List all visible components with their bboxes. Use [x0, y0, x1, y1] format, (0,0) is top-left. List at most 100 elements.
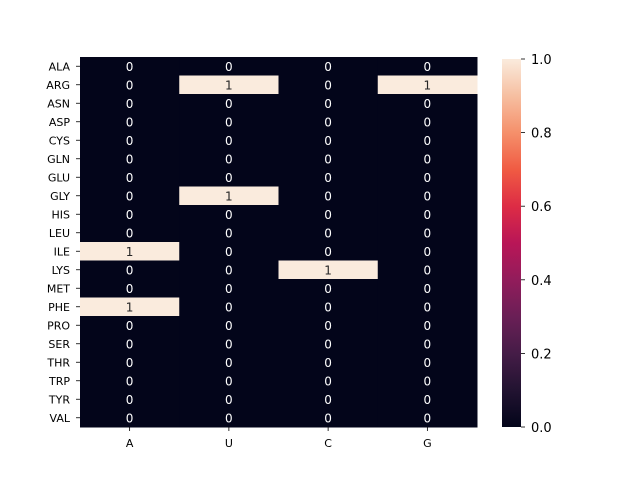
x-tick-label: A [126, 437, 134, 450]
y-tick-label: LEU [49, 227, 70, 240]
x-tick-label: C [324, 437, 332, 450]
cell-value-label: 1 [324, 263, 332, 277]
cell-value-label: 0 [324, 245, 332, 259]
cell-value-label: 0 [225, 337, 233, 351]
heatmap-cell-PHE-A [80, 297, 180, 317]
cell-value-label: 0 [225, 374, 233, 388]
cell-value-label: 0 [225, 245, 233, 259]
heatmap-cell-GLU-C [278, 168, 379, 187]
heatmap-cell-ARG-G [377, 75, 478, 95]
cell-value-label: 0 [126, 319, 134, 333]
heatmap-cell-LEU-U [179, 223, 279, 243]
cell-value-label: 0 [424, 60, 432, 74]
heatmap-cell-ARG-A [80, 75, 180, 95]
cell-value-label: 1 [126, 300, 134, 314]
heatmap-cell-PHE-C [278, 297, 379, 317]
y-tick-label: CYS [49, 134, 70, 147]
cell-value-label: 0 [225, 300, 233, 314]
heatmap-cell-HIS-U [179, 205, 279, 224]
heatmap-cell-LEU-A [80, 223, 180, 243]
heatmap-cell-MET-A [80, 279, 180, 298]
cell-value-label: 1 [225, 189, 233, 203]
cell-value-label: 0 [324, 208, 332, 222]
cell-value-label: 0 [324, 226, 332, 240]
heatmap-cell-VAL-G [377, 408, 478, 428]
cell-value-label: 0 [424, 393, 432, 407]
cell-value-label: 0 [126, 60, 134, 74]
cell-value-label: 0 [126, 189, 134, 203]
cell-value-label: 0 [225, 134, 233, 148]
cell-value-label: 1 [126, 245, 134, 259]
cell-value-label: 0 [225, 115, 233, 129]
cell-value-label: 0 [126, 208, 134, 222]
cell-value-label: 0 [126, 226, 134, 240]
cell-value-label: 0 [424, 319, 432, 333]
y-tick-label: THR [46, 356, 70, 369]
heatmap-cell-ASP-C [278, 112, 379, 132]
cell-value-label: 0 [225, 282, 233, 296]
cell-value-label: 0 [424, 226, 432, 240]
cell-value-label: 0 [225, 263, 233, 277]
heatmap-cell-HIS-G [377, 205, 478, 224]
y-tick-label: HIS [52, 208, 71, 221]
cell-value-label: 0 [424, 263, 432, 277]
heatmap-cell-THR-C [278, 353, 379, 372]
y-tick-label: GLY [50, 190, 70, 203]
cell-value-label: 0 [225, 226, 233, 240]
heatmap-cell-THR-U [179, 353, 279, 372]
heatmap-cell-ILE-A [80, 242, 180, 261]
heatmap-cell-PRO-C [278, 316, 379, 335]
heatmap-cell-GLY-U [179, 186, 279, 206]
heatmap-cell-ASP-G [377, 112, 478, 132]
heatmap-cell-CYS-A [80, 131, 180, 150]
heatmap-cell-TRP-U [179, 371, 279, 391]
heatmap-cell-PRO-U [179, 316, 279, 335]
cell-value-label: 0 [126, 152, 134, 166]
y-tick-label: PHE [48, 301, 70, 314]
cell-value-label: 1 [424, 78, 432, 92]
cell-value-label: 0 [324, 152, 332, 166]
heatmap-cell-CYS-U [179, 131, 279, 150]
cell-value-label: 0 [424, 245, 432, 259]
cell-value-label: 0 [225, 393, 233, 407]
cell-value-label: 0 [324, 337, 332, 351]
cell-value-label: 0 [324, 300, 332, 314]
heatmap-cells: 0 0 0 0 0 1 0 1 0 0 0 0 0 0 0 0 0 0 0 0 0 0 0 0 0 0 0 0 0 1 0 0 0 0 0 0 0 0 0 0… [80, 57, 478, 428]
heatmap-cell-LYS-G [377, 260, 478, 280]
heatmap-cell-THR-G [377, 353, 478, 372]
heatmap-cell-SER-A [80, 334, 180, 354]
cell-value-label: 1 [225, 78, 233, 92]
cell-value-label: 0 [126, 356, 134, 370]
cell-value-label: 0 [324, 393, 332, 407]
colorbar-ticks: 0.0 0.2 0.4 0.6 0.8 1.0 [521, 53, 552, 436]
heatmap-cell-TYR-G [377, 390, 478, 409]
cell-value-label: 0 [225, 208, 233, 222]
heatmap-cell-ALA-A [80, 57, 180, 76]
heatmap-cell-ASN-A [80, 94, 180, 113]
cell-value-label: 0 [424, 356, 432, 370]
cell-value-label: 0 [324, 60, 332, 74]
heatmap-cell-MET-U [179, 279, 279, 298]
heatmap-cell-MET-C [278, 279, 379, 298]
heatmap-cell-HIS-A [80, 205, 180, 224]
cell-value-label: 0 [324, 411, 332, 425]
heatmap-cell-ARG-U [179, 75, 279, 95]
heatmap-cell-TRP-G [377, 371, 478, 391]
y-tick-label: PRO [47, 319, 70, 332]
heatmap-cell-TRP-A [80, 371, 180, 391]
y-tick-label: ALA [49, 60, 71, 73]
cell-value-label: 0 [126, 97, 134, 111]
cell-value-label: 0 [324, 356, 332, 370]
heatmap-cell-GLY-G [377, 186, 478, 206]
heatmap-cell-LYS-C [278, 260, 379, 280]
y-tick-label: TYR [48, 393, 70, 406]
cell-value-label: 0 [126, 263, 134, 277]
heatmap-cell-SER-U [179, 334, 279, 354]
y-tick-label: VAL [50, 412, 71, 425]
colorbar-tick-label: 0.2 [531, 347, 552, 362]
heatmap-cell-ASN-C [278, 94, 379, 113]
x-tick-label: G [423, 437, 432, 450]
cell-value-label: 0 [225, 152, 233, 166]
cell-value-label: 0 [324, 134, 332, 148]
cell-value-label: 0 [126, 411, 134, 425]
